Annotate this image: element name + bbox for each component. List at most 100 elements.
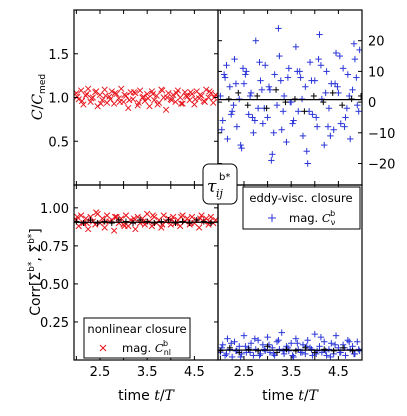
reference-point xyxy=(348,96,355,103)
data-point xyxy=(107,96,114,103)
reference-point xyxy=(225,96,232,103)
data-point xyxy=(224,135,231,143)
data-point xyxy=(257,350,264,358)
data-point xyxy=(313,123,321,130)
data-point xyxy=(195,224,203,231)
data-point xyxy=(339,65,347,72)
data-point xyxy=(250,129,257,137)
data-point xyxy=(271,71,278,78)
data-point xyxy=(132,225,139,233)
data-point xyxy=(188,213,196,221)
reference-point xyxy=(200,218,207,225)
data-point xyxy=(298,95,306,103)
reference-point xyxy=(130,220,137,227)
reference-point xyxy=(301,108,308,115)
data-point xyxy=(292,43,300,51)
data-point xyxy=(224,335,231,342)
y-tick-label: 1.5 xyxy=(48,48,69,63)
reference-point xyxy=(151,220,158,227)
data-point xyxy=(316,343,323,350)
data-point xyxy=(115,219,123,227)
data-point xyxy=(130,215,138,222)
data-point xyxy=(144,210,151,218)
data-point xyxy=(308,346,315,353)
data-point xyxy=(283,138,290,146)
data-point xyxy=(335,89,342,97)
reference-point xyxy=(244,102,251,109)
data-point xyxy=(82,92,89,99)
data-point xyxy=(323,68,330,75)
data-point xyxy=(343,105,351,112)
data-point xyxy=(233,123,241,130)
data-point xyxy=(153,92,160,99)
data-point xyxy=(85,85,92,92)
data-point xyxy=(228,340,235,347)
data-point xyxy=(252,37,259,44)
data-point xyxy=(256,58,263,66)
data-point xyxy=(130,89,138,96)
reference-point xyxy=(339,102,346,109)
data-point xyxy=(346,135,354,143)
data-point xyxy=(118,85,125,92)
data-point xyxy=(226,83,234,90)
data-point xyxy=(169,213,177,221)
data-point xyxy=(254,337,262,344)
data-point xyxy=(285,65,293,72)
data-point xyxy=(316,31,323,38)
data-point xyxy=(276,346,283,353)
data-point xyxy=(207,213,215,221)
reference-point xyxy=(158,218,165,225)
reference-point xyxy=(329,89,336,96)
data-point xyxy=(83,219,90,227)
reference-point xyxy=(122,218,129,225)
data-point xyxy=(279,347,287,355)
data-point xyxy=(275,25,282,32)
data-point xyxy=(328,340,335,347)
legend-eddy-visc-marker xyxy=(268,214,276,222)
data-point xyxy=(336,52,344,60)
data-point xyxy=(77,87,85,94)
data-point xyxy=(265,83,273,90)
data-point xyxy=(351,55,359,63)
data-point xyxy=(168,96,175,104)
y-tick-label: 0 xyxy=(368,96,376,111)
data-point xyxy=(323,352,330,359)
data-point xyxy=(334,83,341,90)
bottom-right-xlabel: time t/T xyxy=(262,388,319,404)
data-point xyxy=(327,353,334,360)
data-point xyxy=(125,104,132,112)
data-point xyxy=(330,126,337,133)
data-point xyxy=(315,55,322,63)
data-point xyxy=(262,62,269,69)
data-point xyxy=(270,129,277,137)
data-point xyxy=(355,346,362,353)
data-point xyxy=(230,101,237,109)
reference-point xyxy=(172,220,179,227)
data-point xyxy=(321,141,328,149)
data-point xyxy=(264,114,271,121)
data-point xyxy=(349,86,356,94)
data-point xyxy=(178,100,185,107)
data-point xyxy=(279,108,287,115)
data-point xyxy=(247,89,255,97)
reference-point xyxy=(179,218,186,225)
legend-eddy-visc-entry: mag. Cνb xyxy=(289,209,336,227)
data-point xyxy=(353,74,360,81)
center-tau-label: τ ij b* xyxy=(202,163,238,205)
data-point xyxy=(304,160,311,167)
data-point xyxy=(299,341,307,348)
data-point xyxy=(88,95,95,102)
reference-point xyxy=(292,347,299,354)
data-point xyxy=(278,329,285,336)
data-point xyxy=(306,58,314,66)
bottom-left-xlabel: time t/T xyxy=(118,388,175,404)
x-tick-label: 4.5 xyxy=(328,365,349,380)
data-point xyxy=(231,338,238,345)
data-point xyxy=(187,89,194,96)
data-point xyxy=(273,101,281,109)
data-point xyxy=(284,74,292,81)
panel-top-left-ticks xyxy=(74,10,219,185)
data-point xyxy=(93,209,100,216)
y-tick-label: 10 xyxy=(368,65,385,80)
